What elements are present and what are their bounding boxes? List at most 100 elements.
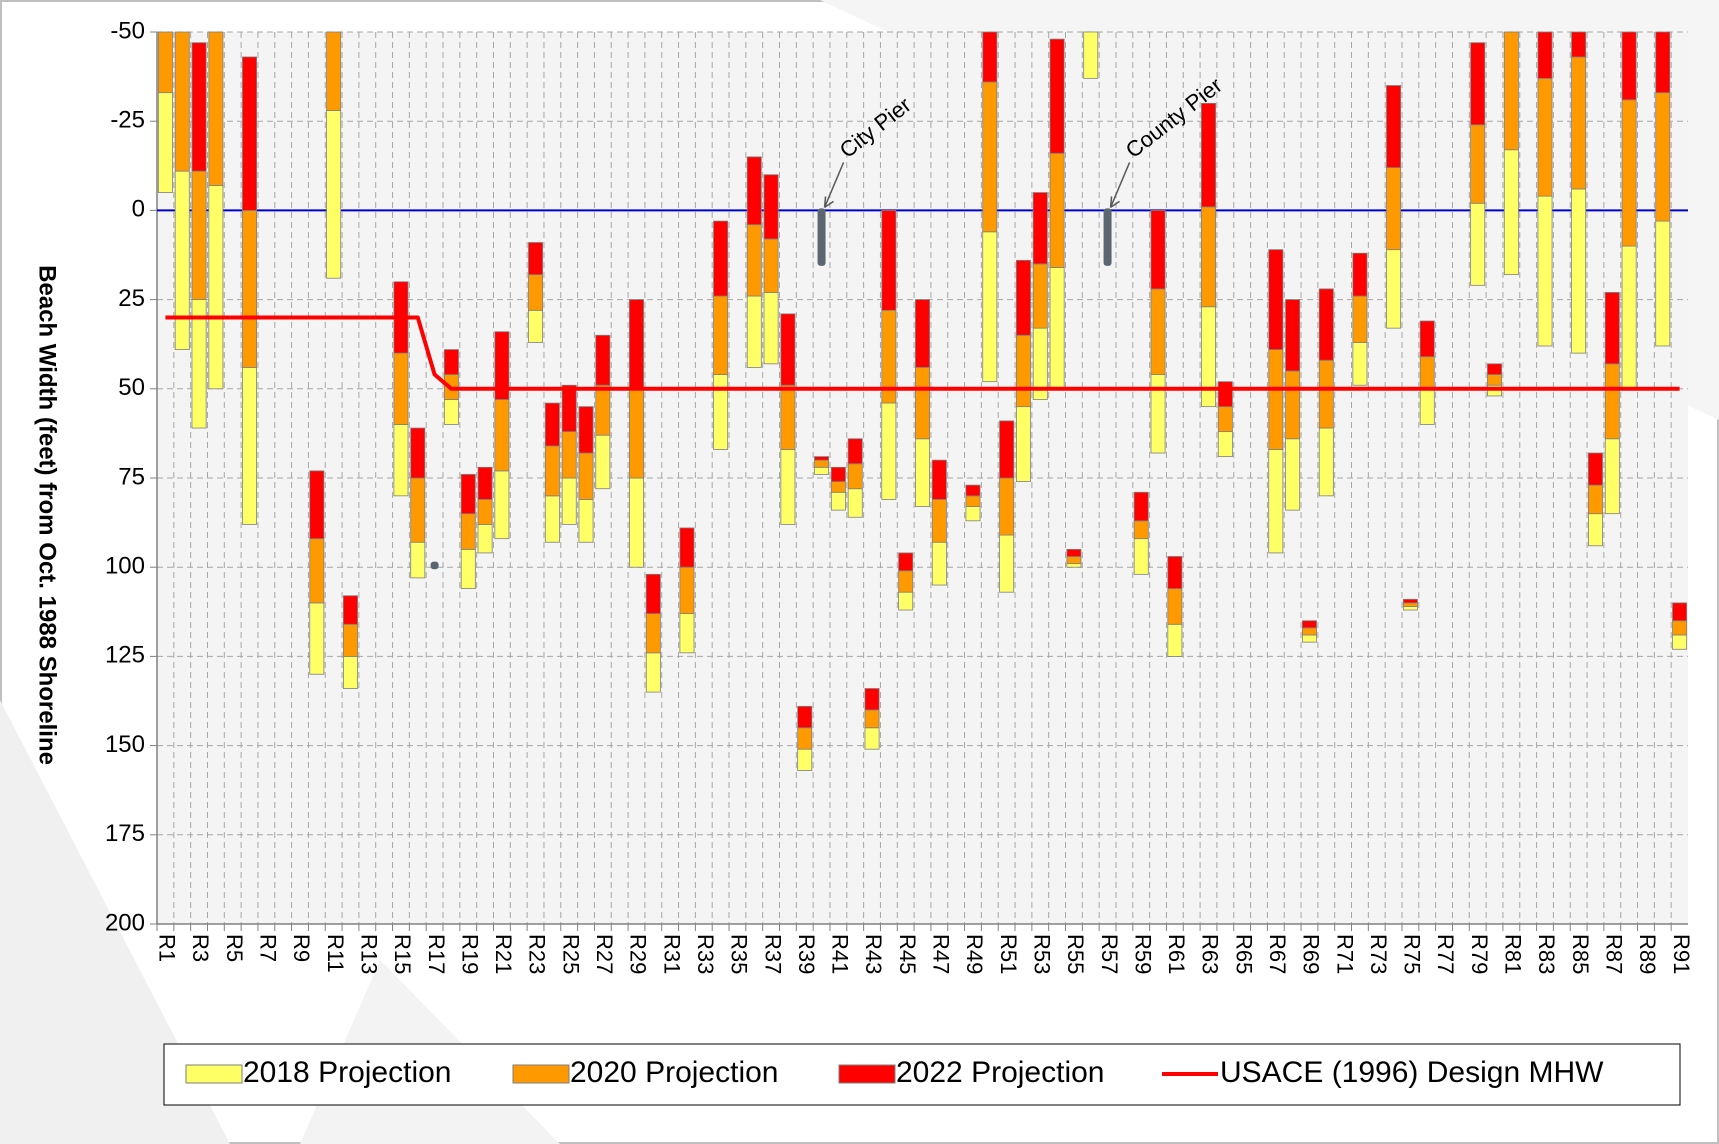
bar-segment (1049, 152, 1065, 268)
bar-segment (1537, 77, 1553, 197)
x-tick-label: R89 (1635, 934, 1660, 974)
bar-segment (1150, 374, 1166, 454)
bar-segment (864, 688, 880, 711)
bar-segment (814, 456, 830, 461)
bar-segment (1352, 252, 1368, 297)
x-tick-label: R83 (1534, 934, 1559, 974)
bar-segment (1621, 99, 1637, 247)
y-tick-label: 125 (105, 642, 145, 669)
bar-segment (780, 384, 796, 450)
x-tick-label: R35 (727, 934, 752, 974)
bar-segment (1066, 563, 1082, 568)
x-tick-label: R91 (1669, 934, 1694, 974)
x-tick-label: R15 (390, 934, 415, 974)
bar-segment (1604, 363, 1620, 440)
bar-segment (931, 499, 947, 543)
bar-segment (460, 548, 476, 590)
bar-segment (410, 477, 426, 543)
bar-segment (1402, 598, 1418, 604)
bar-segment (1386, 85, 1402, 168)
bar-segment (898, 552, 914, 572)
bar-segment (595, 334, 611, 386)
x-tick-label: R87 (1601, 934, 1626, 974)
bar-segment (1487, 374, 1502, 386)
bar-segment (309, 470, 325, 540)
bar-segment (1672, 620, 1688, 636)
annotation-arrowhead (823, 196, 834, 209)
bar-segment (1604, 292, 1620, 365)
legend-label: 2020 Projection (570, 1056, 778, 1089)
bar-segment (713, 295, 729, 375)
bar-segment (629, 388, 644, 479)
bar-segment (1470, 42, 1486, 126)
bar-segment (746, 224, 762, 297)
bar-segment (1285, 438, 1301, 511)
bar-segment (1537, 195, 1553, 347)
bar-segment (763, 174, 779, 240)
bar-segment (1571, 31, 1587, 58)
bar-segment (847, 438, 863, 465)
bar-segment (1419, 356, 1435, 390)
bar-segment (999, 420, 1015, 479)
x-tick-label: R21 (491, 934, 516, 974)
bar-segment (410, 427, 426, 479)
bar-segment (1133, 538, 1149, 575)
bar-segment (797, 748, 813, 771)
bar-segment (578, 406, 594, 454)
bar-segment (443, 349, 459, 375)
bar-segment (746, 295, 762, 368)
bar-segment (1571, 56, 1587, 190)
bar-segment (1655, 220, 1671, 347)
x-tick-label: R79 (1467, 934, 1492, 974)
bar-segment (1133, 520, 1149, 540)
bar-segment (931, 459, 947, 500)
bar-segment (713, 374, 729, 450)
annotation-arrow (1109, 162, 1131, 208)
bar-segment (1621, 31, 1637, 101)
bar-segment (881, 402, 897, 500)
bar-segment (645, 573, 661, 614)
bar-segment (864, 709, 880, 729)
bar-segment (494, 399, 510, 472)
bar-segment (561, 477, 577, 525)
bar-segment (326, 110, 342, 279)
bar-segment (982, 81, 998, 233)
x-tick-label: R63 (1198, 934, 1223, 974)
bar-segment (1386, 167, 1402, 251)
x-tick-label: R71 (1332, 934, 1357, 974)
bar-segment (1066, 548, 1082, 557)
bar-segment (881, 209, 897, 311)
bar-segment (965, 495, 981, 507)
bar-segment (1470, 124, 1486, 204)
bar-segment (1015, 406, 1031, 482)
bar-segment (528, 309, 544, 343)
x-tick-label: R39 (794, 934, 819, 974)
bar-segment (410, 541, 426, 579)
bar-segment (1301, 627, 1317, 636)
bar-segment (1487, 363, 1502, 375)
background-shape (0, 700, 230, 1144)
x-tick-label: R3 (188, 934, 213, 962)
x-tick-label: R13 (356, 934, 381, 974)
bar-segment (191, 42, 207, 172)
bar-segment (1285, 370, 1301, 440)
x-tick-label: R73 (1366, 934, 1391, 974)
bar-segment (931, 541, 947, 586)
bar-segment (746, 156, 762, 226)
bar-segment (1083, 31, 1099, 79)
bar-segment (814, 466, 830, 475)
bar-segment (1133, 491, 1149, 522)
line-series (165, 315, 1680, 391)
x-tick-label: R77 (1433, 934, 1458, 974)
y-tick-label: 200 (105, 909, 145, 936)
bar-segment (1167, 556, 1183, 590)
bar-segment (1032, 263, 1048, 329)
y-tick-label: 100 (105, 553, 145, 580)
bar-segment (460, 474, 476, 515)
x-tick-label: R53 (1029, 934, 1054, 974)
bar-segment (1419, 320, 1435, 358)
bar-segment (1318, 427, 1334, 497)
bar-segment (578, 452, 594, 500)
x-tick-label: R65 (1231, 934, 1256, 974)
y-tick-label: 0 (132, 196, 145, 223)
